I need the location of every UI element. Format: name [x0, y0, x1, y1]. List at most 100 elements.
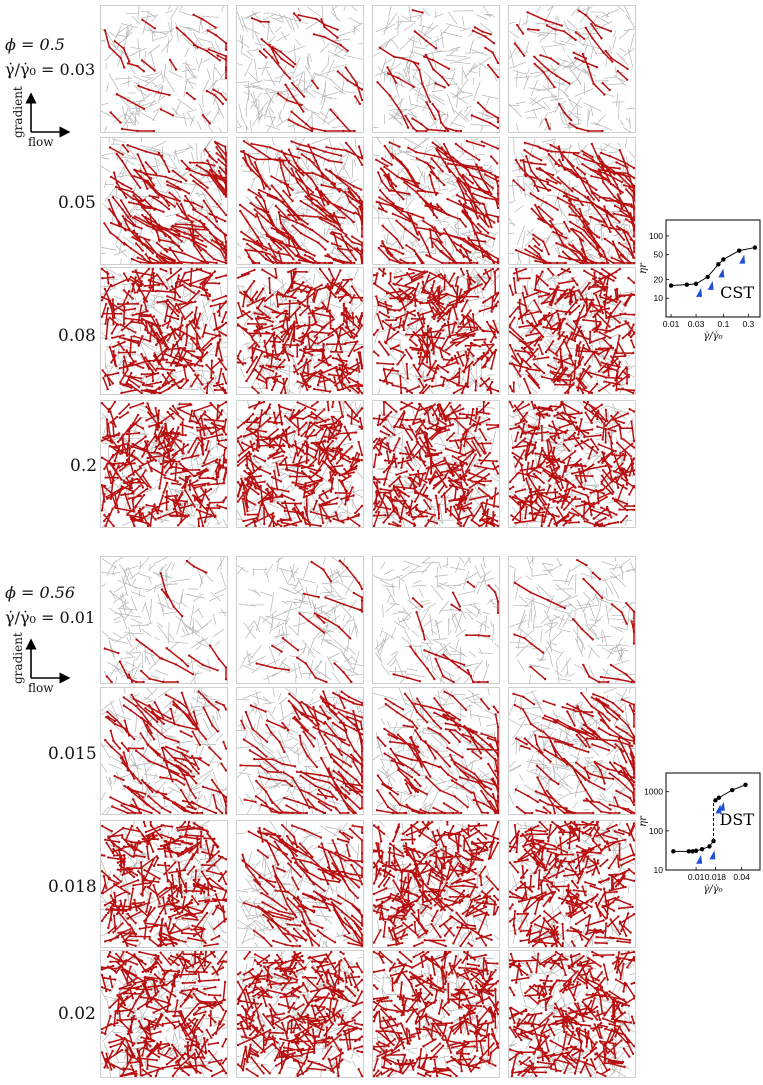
data-point [743, 782, 748, 787]
y-tick-label: 10 [654, 293, 664, 303]
flow-gradient-indicator-bottom: gradient flow [5, 632, 75, 698]
data-point [693, 848, 699, 853]
particle-nodes [104, 690, 227, 814]
y-axis-label: ηr [640, 815, 649, 827]
particle-nodes [509, 268, 635, 394]
particle-nodes [373, 821, 499, 947]
x-tick-label: 0.03 [688, 319, 705, 329]
contact-network [237, 6, 363, 132]
particle-nodes [509, 821, 635, 947]
data-point [668, 283, 674, 288]
row-label-top-3: 0.08 [58, 326, 96, 346]
snapshot-bottom-r1-c1 [100, 556, 228, 684]
contact-network [373, 6, 499, 132]
contact-network [237, 557, 363, 683]
force-chains [101, 268, 227, 394]
data-point [716, 262, 721, 267]
snapshot-top-r3-c3 [372, 267, 500, 395]
axes-arrows-icon [25, 92, 71, 138]
force-chains [509, 821, 635, 947]
data-point [707, 844, 712, 849]
contact-network [101, 557, 227, 683]
snapshot-bottom-r3-c2 [236, 820, 364, 948]
force-chains [241, 824, 363, 947]
particle-nodes [241, 824, 363, 947]
snapshot-marker [718, 268, 725, 278]
snapshot-bottom-r1-c2 [236, 556, 364, 684]
particle-nodes [376, 9, 499, 132]
x-tick-label: 0.3 [742, 319, 754, 329]
force-chains [373, 268, 499, 394]
particle-nodes [513, 558, 635, 683]
rate-label-bottom: γ̇/γ̇₀ = 0.01 [5, 608, 96, 627]
y-tick-label: 1000 [644, 787, 663, 797]
snapshot-marker [696, 287, 703, 297]
particle-nodes [101, 268, 227, 394]
contact-network [237, 821, 363, 947]
force-chains [376, 690, 499, 814]
flow-label: flow [28, 681, 54, 695]
force-chains [509, 268, 635, 394]
data-point [716, 795, 722, 800]
snapshot-bottom-r2-c3 [372, 687, 500, 815]
inset-chart-cst: 0.01 0.03 0.1 0.3 10 20 50 100 CST γ̇/γ̇₀ ηr [638, 217, 763, 350]
gradient-label: gradient [11, 86, 25, 138]
force-chains [513, 559, 635, 683]
data-point [711, 838, 716, 844]
snapshot-top-r4-c4 [508, 400, 636, 528]
particle-nodes [255, 559, 363, 683]
transition-tag: DST [720, 810, 755, 829]
x-tick-label: 0.1 [718, 319, 730, 329]
particle-nodes [101, 951, 227, 1077]
contact-network [509, 821, 635, 947]
snapshot-bottom-r3-c1 [100, 820, 228, 948]
data-point [713, 798, 718, 803]
snapshot-marker [739, 254, 746, 264]
snapshot-top-r1-c3 [372, 5, 500, 133]
force-chains [509, 401, 635, 527]
axes-arrows-icon [25, 638, 71, 684]
contact-network [373, 557, 499, 683]
data-point [705, 274, 710, 280]
row-label-bottom-2: 0.015 [48, 744, 97, 764]
particle-nodes [238, 140, 363, 264]
particle-nodes [375, 139, 499, 264]
snapshot-bottom-r1-c3 [372, 556, 500, 684]
particle-nodes [512, 691, 635, 814]
row-label-top-2: 0.05 [58, 193, 96, 213]
snapshot-bottom-r3-c4 [508, 820, 636, 948]
snapshot-top-r2-c3 [372, 137, 500, 265]
snapshot-bottom-r4-c2 [236, 950, 364, 1078]
particle-nodes [101, 821, 227, 947]
data-point [699, 846, 705, 852]
phi-label-bottom: ϕ = 0.56 [5, 583, 76, 602]
y-tick-label: 50 [654, 250, 664, 260]
row-label-bottom-3: 0.018 [48, 877, 97, 897]
snapshot-top-r3-c1 [100, 267, 228, 395]
snapshot-top-r2-c2 [236, 137, 364, 265]
particle-nodes [512, 141, 635, 264]
snapshot-top-r3-c4 [508, 267, 636, 395]
x-tick-label: 0.01 [663, 319, 680, 329]
particle-nodes [509, 951, 635, 1077]
data-point [736, 248, 742, 253]
dst-viscosity-chart: 0.01 0.018 0.04 10 100 1000 DST γ̇/γ̇₀ ηr [638, 772, 761, 895]
x-tick-label: 0.01 [688, 872, 705, 882]
snapshot-bottom-r2-c1 [100, 687, 228, 815]
data-point [752, 245, 758, 250]
snapshot-marker [718, 801, 725, 811]
contact-network [101, 6, 227, 132]
snapshot-marker [715, 804, 722, 814]
cst-viscosity-chart: 0.01 0.03 0.1 0.3 10 20 50 100 CST γ̇/γ̇₀ ηr [638, 219, 761, 342]
snapshot-top-r2-c1 [100, 137, 228, 265]
y-tick-label: 10 [654, 865, 664, 875]
row-label-bottom-4: 0.02 [58, 1004, 96, 1024]
y-tick-label: 100 [649, 231, 663, 241]
snapshot-bottom-r4-c4 [508, 950, 636, 1078]
x-axis-label: γ̇/γ̇₀ [703, 884, 722, 895]
force-chains [373, 401, 499, 527]
particle-nodes [239, 690, 363, 814]
snapshot-bottom-r1-c4 [508, 556, 636, 684]
rate-label-top: γ̇/γ̇₀ = 0.03 [5, 60, 96, 79]
phi-label-top: ϕ = 0.5 [5, 35, 65, 54]
